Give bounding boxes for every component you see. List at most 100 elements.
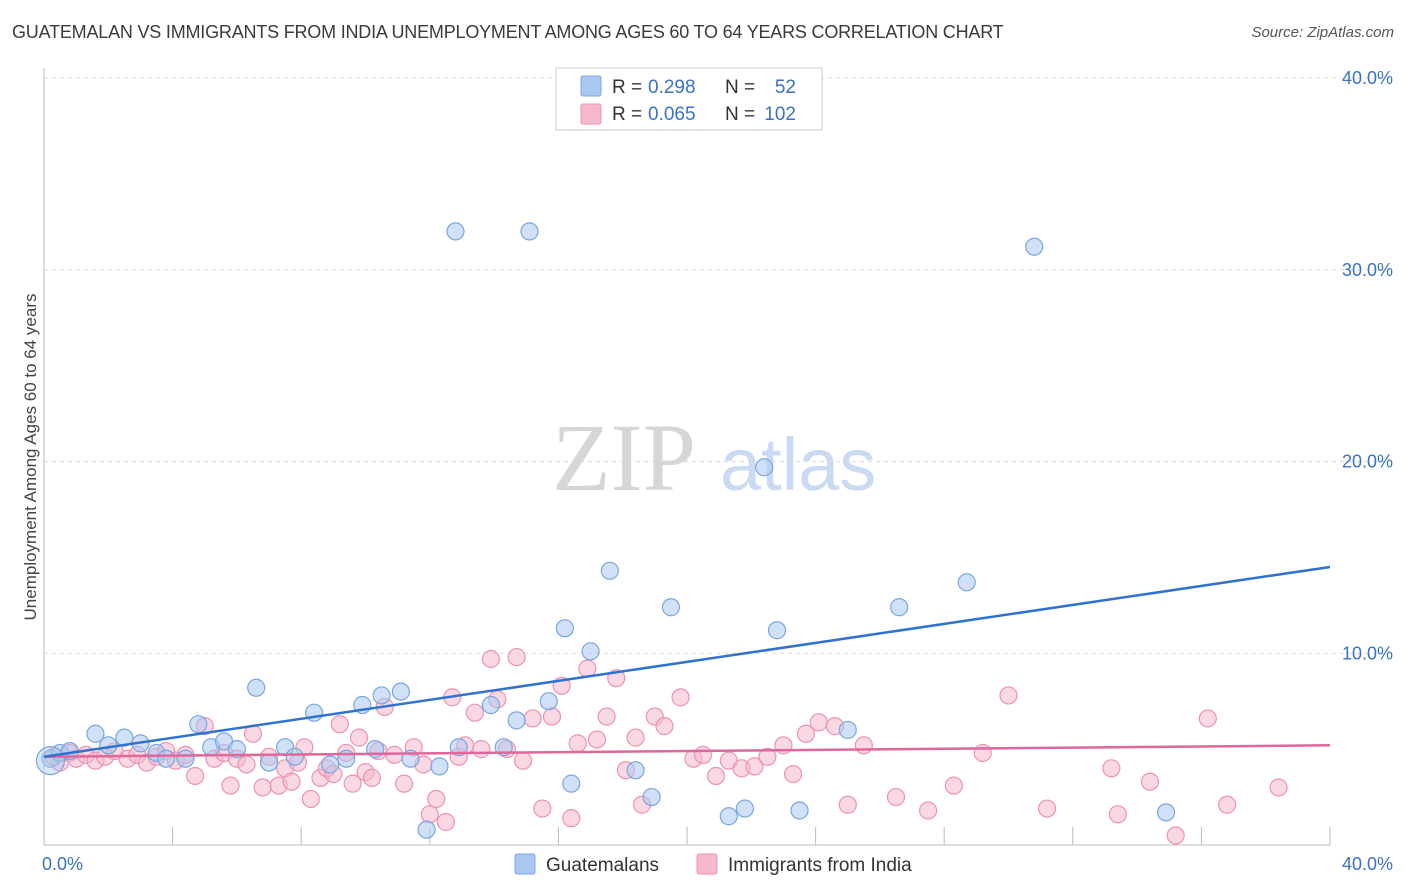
guatemalan-trend-line [43, 565, 1331, 759]
guatemalan-point-51 [1156, 803, 1176, 822]
india-point-73 [655, 717, 674, 736]
india-point-100 [1218, 795, 1237, 814]
india-point-47 [427, 789, 446, 809]
guatemalan-point-27 [430, 757, 449, 776]
india-point-66 [587, 730, 607, 749]
india-point-57 [507, 647, 526, 667]
guatemalan-point-3 [86, 724, 105, 743]
india-point-90 [919, 801, 938, 820]
india-point-77 [706, 766, 726, 786]
guatemalan-point-8 [157, 749, 176, 768]
source-label: Source: ZipAtlas.com [1251, 24, 1394, 41]
india-point-34 [330, 715, 349, 734]
x-tick-label-1: 40.0% [1342, 854, 1393, 874]
guatemalan-point-24 [391, 682, 410, 701]
y-tick-labels: 10.0% 20.0% 30.0% 40.0% [1342, 68, 1393, 663]
y-tick-label-2: 30.0% [1342, 260, 1393, 280]
guatemalan-point-9 [176, 749, 195, 768]
guatemalan-point-36 [562, 774, 581, 793]
india-point-70 [626, 728, 645, 747]
legend-n-label-0: N = [725, 77, 755, 98]
axes [43, 68, 1331, 846]
guatemalan-point-50 [1025, 237, 1044, 256]
guatemalan-point-42 [719, 807, 738, 826]
watermark-zip: ZIP [552, 404, 696, 511]
guatemalan-point-13 [227, 740, 246, 759]
india-point-19 [221, 776, 240, 795]
bottom-legend-guatemalans: Guatemalans [546, 855, 659, 876]
india-point-37 [349, 728, 369, 747]
india-point-91 [944, 776, 963, 795]
india-point-99 [1198, 709, 1217, 728]
india-point-27 [282, 772, 301, 791]
india-point-101 [1269, 778, 1288, 797]
bottom-legend-india: Immigrants from India [728, 855, 912, 876]
india-point-97 [1140, 772, 1160, 791]
guatemalan-point-20 [337, 749, 356, 768]
india-point-85 [809, 713, 828, 732]
guatemalan-point-30 [481, 695, 500, 715]
india-point-83 [783, 764, 803, 784]
legend-r-label-0: R = [612, 77, 642, 98]
guatemalan-point-19 [321, 755, 340, 774]
guatemalan-point-46 [790, 801, 809, 820]
guatemalan-point-38 [600, 561, 619, 580]
bottom-legend-swatch-guatemalans [514, 853, 536, 875]
legend-box: R = 0.298 N = 52 R = 0.065 N = 102 [555, 67, 823, 131]
india-trend-line [43, 744, 1331, 759]
guatemalan-point-26 [417, 820, 436, 839]
india-point-98 [1166, 826, 1185, 845]
guatemalan-point-33 [520, 222, 539, 241]
guatemalan-cluster-point [35, 746, 66, 776]
legend-n-value-1: 102 [764, 104, 796, 125]
india-point-58 [513, 751, 533, 770]
india-point-92 [973, 743, 992, 763]
india-point-67 [597, 707, 616, 726]
india-point-80 [745, 757, 764, 776]
india-point-53 [472, 740, 491, 759]
india-point-64 [568, 734, 587, 753]
india-point-93 [999, 686, 1018, 705]
chart-title: GUATEMALAN VS IMMIGRANTS FROM INDIA UNEM… [12, 22, 1004, 42]
trend-lines [43, 565, 1331, 759]
guatemalan-point-15 [259, 753, 279, 772]
guatemalan-points [35, 222, 1176, 839]
india-point-52 [465, 703, 484, 722]
legend-swatch-guatemalans [580, 75, 602, 97]
watermark-atlas: atlas [720, 423, 876, 506]
india-point-94 [1037, 799, 1057, 818]
india-point-46 [420, 805, 439, 824]
guatemalan-point-17 [285, 747, 304, 766]
guatemalan-point-34 [539, 692, 558, 711]
india-point-87 [838, 795, 857, 814]
india-point-23 [253, 778, 272, 797]
guatemalan-point-37 [581, 642, 600, 661]
india-point-84 [796, 724, 816, 743]
guatemalan-point-28 [446, 222, 465, 241]
guatemalan-point-32 [507, 711, 526, 730]
india-point-63 [562, 809, 581, 828]
india-point-36 [343, 774, 362, 793]
gridlines [44, 77, 1390, 654]
guatemalan-point-29 [449, 738, 468, 757]
legend-r-label-1: R = [612, 104, 642, 125]
india-point-43 [394, 774, 414, 793]
india-point-96 [1108, 805, 1127, 824]
legend-r-value-0: 0.298 [648, 77, 696, 98]
guatemalan-point-47 [838, 720, 857, 740]
india-point-39 [362, 768, 382, 787]
y-axis-label: Unemployment Among Ages 60 to 64 years [21, 294, 40, 621]
guatemalan-point-40 [642, 787, 661, 807]
guatemalan-point-39 [626, 761, 645, 780]
guatemalan-point-49 [957, 573, 976, 592]
guatemalan-point-14 [247, 678, 266, 697]
india-point-88 [854, 736, 873, 755]
legend-n-value-0: 52 [775, 77, 796, 98]
india-point-59 [523, 709, 542, 728]
india-point-60 [533, 799, 552, 818]
india-point-15 [186, 766, 205, 786]
india-point-21 [237, 755, 256, 774]
india-point-89 [886, 787, 906, 807]
india-point-95 [1102, 759, 1121, 778]
